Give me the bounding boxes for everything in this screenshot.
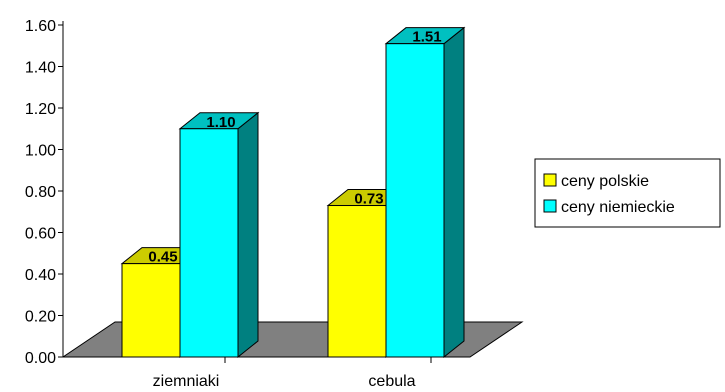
data-label: 0.73 — [354, 191, 383, 208]
bar-front — [179, 128, 239, 358]
data-label: 1.10 — [206, 114, 235, 131]
bar-side — [237, 111, 259, 359]
legend-swatch — [543, 173, 557, 187]
bar-front — [385, 43, 445, 358]
legend-swatch — [543, 199, 557, 213]
value-axis: 0.00 0.20 0.40 0.60 0.80 1.00 1.20 1.40 1.60 — [25, 18, 470, 367]
category-label: cebula — [368, 373, 415, 390]
data-labels: 0.45 1.10 0.73 1.51 — [148, 29, 441, 266]
data-label: 1.51 — [412, 29, 441, 46]
bar-side — [443, 26, 465, 359]
legend-label: ceny polskie — [561, 173, 649, 190]
category-label: ziemniaki — [153, 373, 220, 390]
y-tick-label: 1.00 — [25, 143, 56, 160]
bar-front — [327, 205, 387, 358]
y-tick-label: 0.20 — [25, 309, 56, 326]
y-tick-label: 0.80 — [25, 184, 56, 201]
bar-front — [121, 263, 181, 358]
legend-box — [534, 158, 721, 228]
y-tick-label: 0.00 — [25, 350, 56, 367]
y-tick-label: 1.40 — [25, 60, 56, 77]
y-tick-label: 1.60 — [25, 18, 56, 35]
bar — [384, 26, 466, 359]
y-tick-label: 0.40 — [25, 267, 56, 284]
data-label: 0.45 — [148, 249, 177, 266]
legend: ceny polskie ceny niemieckie — [534, 158, 721, 228]
legend-label: ceny niemieckie — [561, 199, 675, 216]
y-tick-label: 0.60 — [25, 226, 56, 243]
y-tick-label: 1.20 — [25, 101, 56, 118]
bars — [120, 26, 466, 359]
category-axis: ziemniaki cebula — [153, 357, 432, 390]
bar — [178, 111, 260, 359]
